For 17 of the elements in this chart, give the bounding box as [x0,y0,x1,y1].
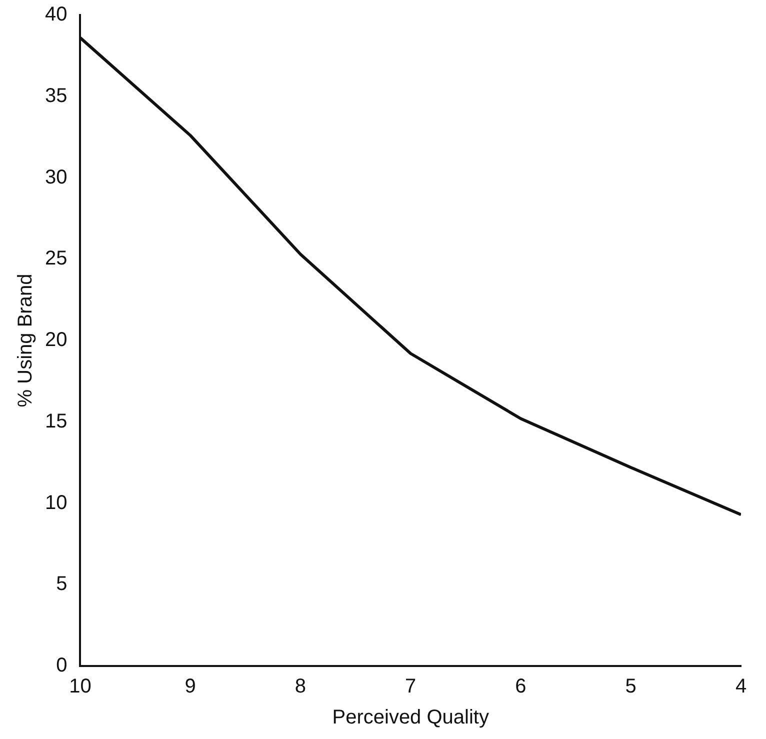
y-tick-label: 35 [44,84,68,107]
x-axis-title: Perceived Quality [332,706,489,729]
y-tick-label: 20 [44,329,68,352]
x-tick-label: 9 [184,676,196,698]
x-tick-label: 5 [625,676,636,698]
y-tick-label: 10 [44,492,68,514]
y-tick-label: 5 [56,573,68,596]
y-axis-title: % Using Brand [14,274,37,408]
y-tick-label: 40 [44,4,68,26]
x-tick-label: 7 [405,676,416,698]
y-tick-label: 25 [44,248,68,270]
x-tick-label: 6 [515,676,526,698]
y-tick-label: 0 [56,654,68,677]
x-tick-label: 4 [735,676,747,698]
x-tick-label: 8 [294,676,306,698]
y-tick-label: 15 [44,410,68,432]
y-tick-label: 30 [44,166,68,188]
